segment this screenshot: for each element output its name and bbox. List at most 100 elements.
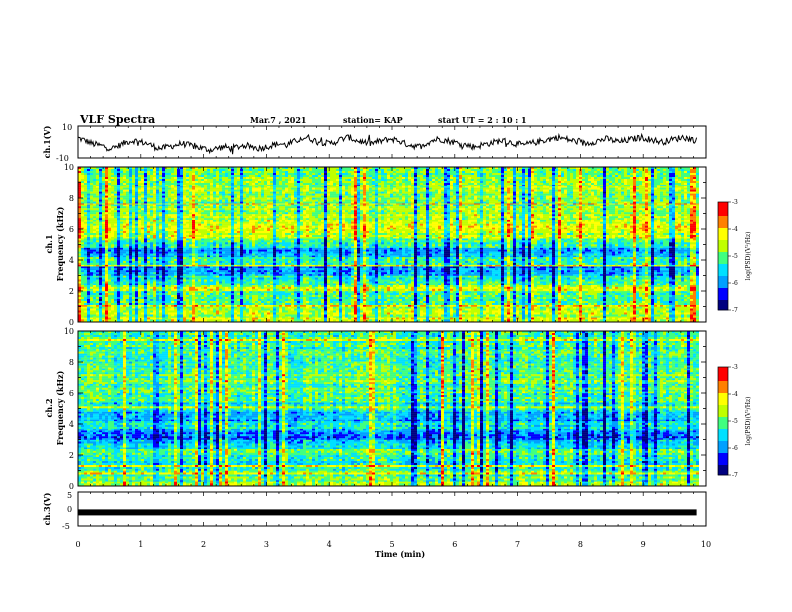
spectrogram-cell	[186, 293, 189, 296]
spectrogram-cell	[414, 316, 417, 318]
spectrogram-cell	[234, 295, 237, 298]
spectrogram-cell	[297, 316, 300, 318]
spectrogram-cell	[273, 316, 276, 318]
spectrogram-cell	[411, 319, 414, 322]
spectrogram-cell	[384, 286, 387, 289]
spectrogram-cell	[129, 286, 132, 289]
spectrogram-cell	[249, 286, 252, 289]
spectrogram-cell	[513, 310, 516, 313]
spectrogram-cell	[378, 306, 381, 309]
spectrogram-cell	[378, 291, 381, 294]
spectrogram-cell	[303, 301, 306, 304]
spectrogram-cell	[660, 286, 663, 289]
spectrogram-cell	[153, 293, 156, 296]
spectrogram-cell	[639, 301, 642, 304]
spectrogram-cell	[108, 284, 111, 287]
spectrogram-cell	[546, 295, 549, 298]
spectrogram-cell	[384, 293, 387, 296]
spectrogram-cell	[300, 319, 303, 322]
spectrogram-cell	[474, 286, 477, 289]
spectrogram-cell	[195, 305, 198, 307]
spectrogram-cell	[156, 295, 159, 298]
spectrogram-cell	[336, 312, 339, 315]
spectrogram-cell	[318, 293, 321, 296]
spectrogram-cell	[639, 316, 642, 318]
spectrogram-cell	[282, 288, 285, 291]
spectrogram-cell	[522, 297, 525, 300]
spectrogram-cell	[648, 286, 651, 289]
spectrogram-cell	[414, 306, 417, 309]
spectrogram-cell	[321, 301, 324, 304]
spectrogram-cell	[627, 317, 630, 320]
spectrogram-cell	[495, 275, 498, 278]
spectrogram-cell	[696, 275, 699, 278]
spectrogram-cell	[126, 293, 129, 296]
spectrogram-cell	[393, 277, 396, 280]
spectrogram-cell	[660, 316, 663, 318]
spectrogram-cell	[546, 306, 549, 309]
spectrogram-cell	[633, 316, 636, 318]
spectrogram-cell	[693, 299, 696, 302]
spectrogram-cell	[294, 308, 297, 311]
spectrogram-cell	[90, 319, 93, 322]
spectrogram-cell	[285, 308, 288, 311]
spectrogram-cell	[492, 275, 495, 278]
spectrogram-cell	[609, 275, 612, 278]
spectrogram-cell	[93, 295, 96, 298]
spectrogram-cell	[648, 288, 651, 291]
spectrogram-cell	[570, 293, 573, 296]
spectrogram-cell	[357, 295, 360, 298]
spectrogram-cell	[249, 284, 252, 287]
spectrogram-cell	[108, 286, 111, 289]
spectrogram-cell	[207, 293, 210, 296]
spectrogram-cell	[630, 297, 633, 300]
spectrogram-cell	[540, 277, 543, 280]
spectrogram-cell	[690, 291, 693, 294]
spectrogram-cell	[198, 306, 201, 309]
spectrogram-cell	[621, 310, 624, 313]
spectrogram-cell	[177, 288, 180, 291]
spectrogram-cell	[240, 317, 243, 320]
spectrogram-cell	[225, 310, 228, 313]
spectrogram-cell	[447, 286, 450, 289]
spectrogram-cell	[195, 279, 198, 282]
spectrogram-cell	[465, 319, 468, 322]
spectrogram-cell	[609, 305, 612, 307]
spectrogram-cell	[630, 286, 633, 289]
spectrogram-cell	[207, 308, 210, 311]
spectrogram-cell	[528, 291, 531, 294]
ch1-ytick-bottom: -10	[56, 154, 69, 163]
spectrogram-cell	[144, 284, 147, 287]
spectrogram-cell	[132, 310, 135, 313]
spectrogram-cell	[465, 305, 468, 307]
spectrogram-cell	[207, 275, 210, 278]
spectrogram-cell	[312, 299, 315, 302]
spectrogram-cell	[261, 317, 264, 320]
spectrogram-cell	[609, 299, 612, 302]
spectrogram-cell	[447, 295, 450, 298]
spectrogram-cell	[534, 308, 537, 311]
spectrogram-cell	[570, 303, 573, 306]
spectrogram-cell	[213, 306, 216, 309]
spectrogram-cell	[621, 305, 624, 307]
spectrogram-cell	[609, 297, 612, 300]
spectrogram-cell	[411, 314, 414, 317]
spectrogram-cell	[219, 291, 222, 294]
spectrogram-cell	[549, 293, 552, 296]
spectrogram-cell	[516, 314, 519, 317]
spectrogram-cell	[255, 275, 258, 278]
spectrogram-cell	[546, 319, 549, 322]
spectrogram-cell	[366, 279, 369, 282]
spectrogram-cell	[558, 310, 561, 313]
spectrogram-cell	[381, 275, 384, 278]
spectrogram-cell	[675, 291, 678, 294]
spectrogram-cell	[387, 288, 390, 291]
spectrogram-cell	[117, 286, 120, 289]
spectrogram-cell	[342, 288, 345, 291]
spectrogram-cell	[282, 286, 285, 289]
spectrogram-cell	[654, 303, 657, 306]
spectrogram-cell	[606, 301, 609, 304]
spectrogram-cell	[351, 286, 354, 289]
spectrogram-cell	[477, 295, 480, 298]
spectrogram-cell	[489, 305, 492, 307]
